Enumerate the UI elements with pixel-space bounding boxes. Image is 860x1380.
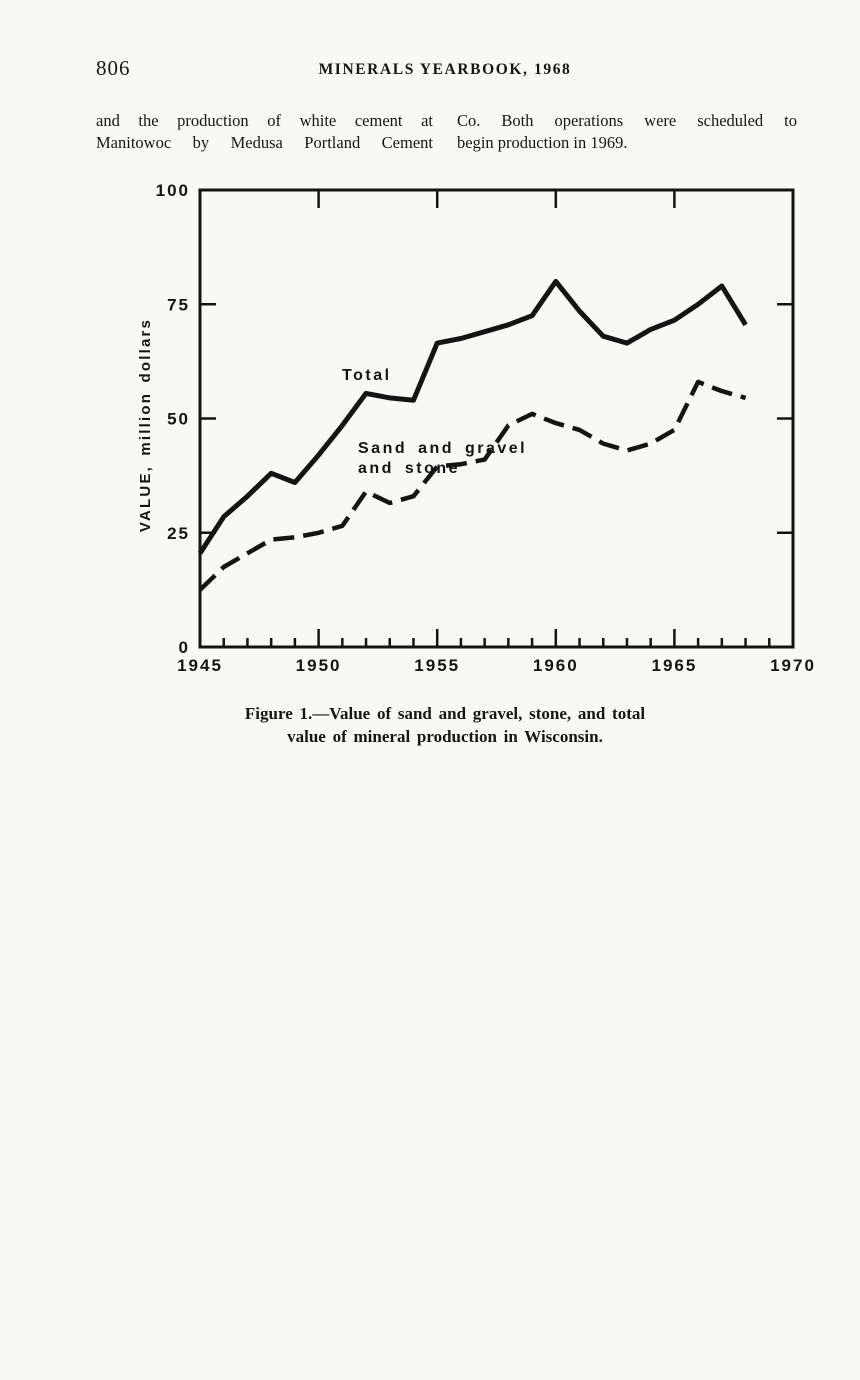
x-tick-label: 1965	[651, 656, 697, 675]
body-paragraph-right-column: Co. Both operations were scheduled to be…	[457, 110, 797, 153]
x-tick-label: 1955	[414, 656, 460, 675]
y-tick-label: 50	[167, 410, 190, 429]
sand-gravel-series-label: Sand and gravel	[358, 440, 527, 457]
figure-1-chart: 0 25 50 75 100 1945 1950 1955 1960 1965 1970 VALUE,…	[130, 175, 830, 687]
sand-gravel-series-line	[198, 379, 747, 592]
total-series-line	[197, 278, 748, 555]
plot-border	[198, 188, 795, 649]
body-text-line: Manitowoc by Medusa Portland Cement	[96, 132, 433, 152]
body-text-line: begin production in 1969.	[457, 132, 628, 152]
x-tick-label: 1945	[177, 656, 223, 675]
y-tick-label: 75	[167, 295, 190, 314]
sand-gravel-series-label: and stone	[358, 460, 460, 477]
figure-1-chart-svg: 0 25 50 75 100 1945 1950 1955 1960 1965 1970 VALUE,…	[137, 181, 816, 675]
x-tick-label: 1970	[770, 656, 816, 675]
x-tick-label: 1960	[533, 656, 579, 675]
y-tick-label: 25	[167, 524, 190, 543]
x-tick-label: 1950	[296, 656, 342, 675]
y-tick-label: 0	[179, 638, 190, 657]
y-tick-label: 100	[156, 181, 190, 200]
figure-caption-line-2: value of mineral production in Wisconsin…	[287, 727, 603, 746]
body-paragraph-left-column: and the production of white cement at Ma…	[96, 110, 433, 153]
figure-caption-line-1: Figure 1.—Value of sand and gravel, ston…	[244, 704, 646, 723]
running-header: MINERALS YEARBOOK, 1968	[318, 61, 572, 78]
body-text-line: and the production of white cement at	[96, 111, 433, 130]
y-axis-title: VALUE, million dollars	[137, 318, 154, 532]
page-number: 806	[96, 56, 131, 80]
total-series-label: Total	[342, 367, 392, 384]
figure-caption: Figure 1.—Value of sand and gravel, ston…	[30, 702, 860, 748]
body-text-line: Co. Both operations were scheduled to	[457, 111, 797, 130]
